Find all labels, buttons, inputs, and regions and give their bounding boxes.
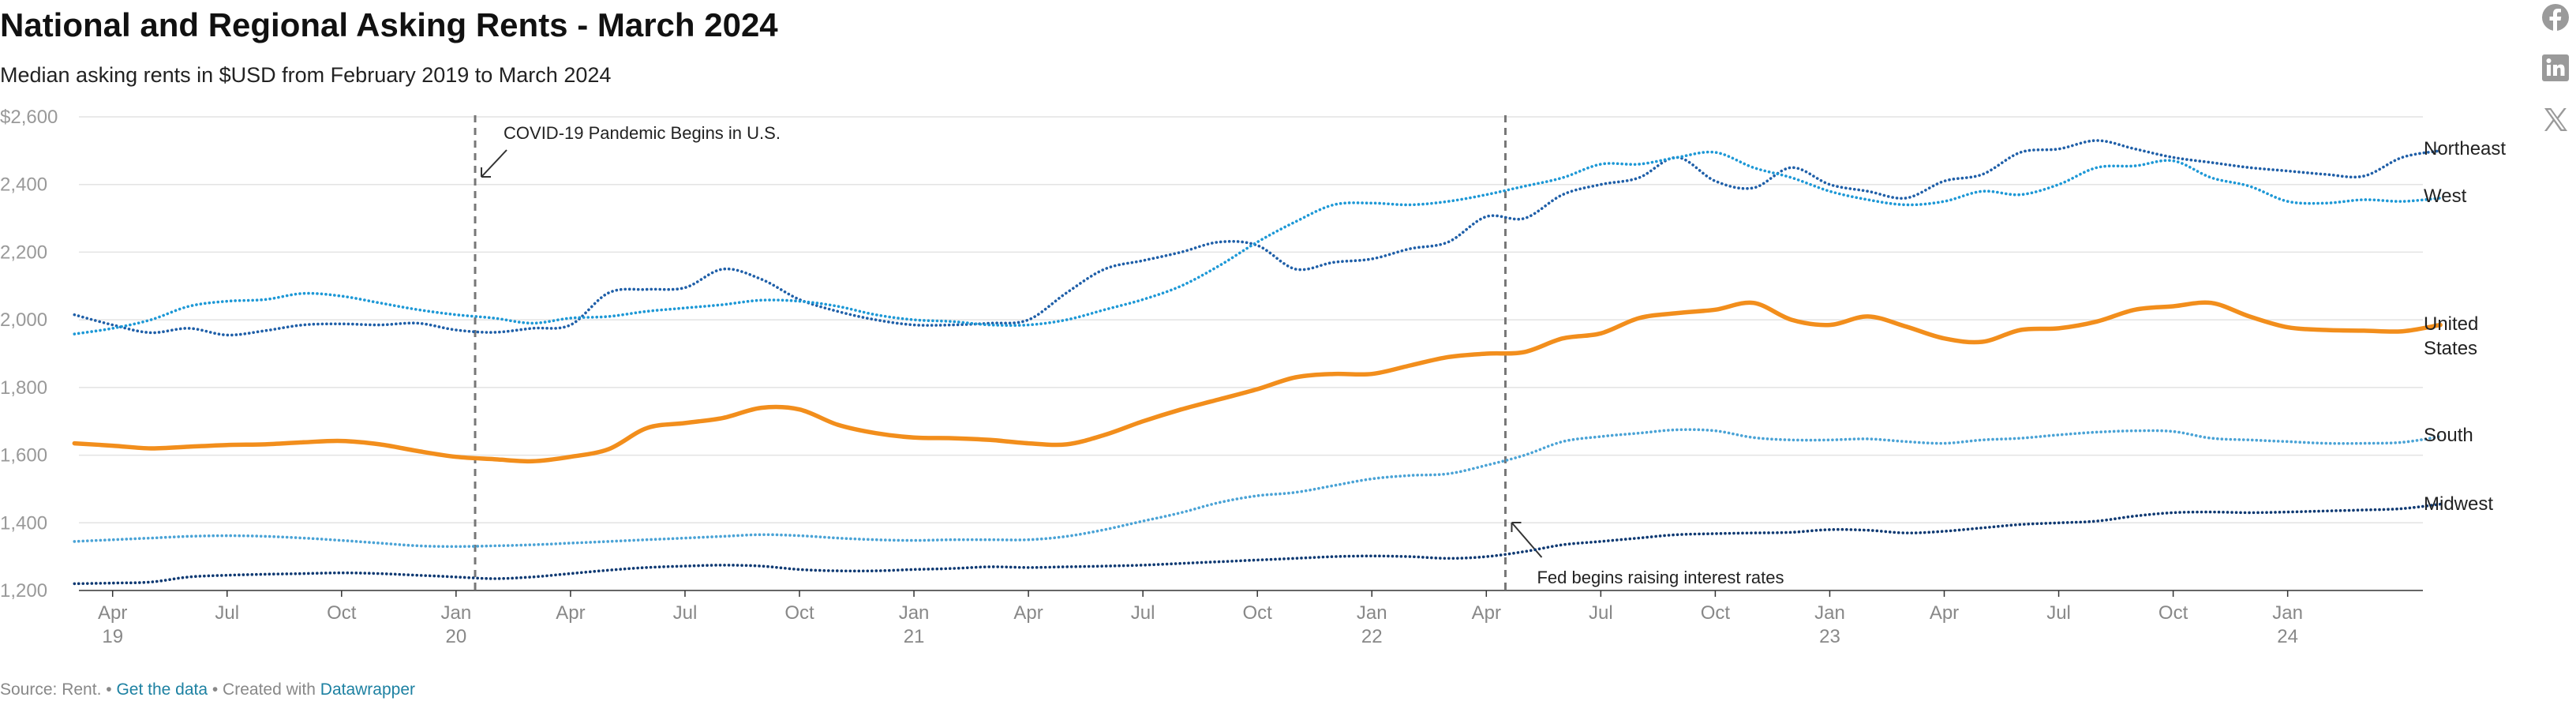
x-tick-year: 24 [2277, 626, 2298, 647]
x-tick-label: Jul [2046, 602, 2071, 624]
datawrapper-link[interactable]: Datawrapper [320, 680, 416, 699]
x-tick-label: Jul [673, 602, 698, 624]
y-tick-label: $2,600 [0, 107, 58, 128]
y-tick-label: 2,400 [0, 174, 47, 196]
x-tick-label: Oct [784, 602, 814, 624]
x-tick-label: Oct [327, 602, 357, 624]
page-subtitle: Median asking rents in $USD from Februar… [0, 63, 612, 87]
series-label-west: West [2424, 186, 2467, 207]
x-tick-label: Jul [215, 602, 239, 624]
y-tick-label: 1,400 [0, 512, 47, 534]
footer-created-with: • Created with [208, 680, 320, 699]
get-the-data-link[interactable]: Get the data [116, 680, 208, 699]
x-tick-label: Jul [1589, 602, 1613, 624]
x-tick-label: Jan [899, 602, 930, 624]
x-tick-label: Apr [556, 602, 585, 624]
annotation-covid: COVID-19 Pandemic Begins in U.S. [504, 123, 781, 143]
x-tick-label: Apr [1472, 602, 1501, 624]
annotation-arrow [1511, 522, 1543, 558]
series-label-midwest: Midwest [2424, 493, 2493, 515]
annotations: COVID-19 Pandemic Begins in U.S. Fed begi… [474, 115, 1784, 590]
series-line-united-states [72, 300, 2443, 464]
annotation-arrowhead [481, 167, 492, 178]
page-title: National and Regional Asking Rents - Mar… [0, 6, 778, 43]
annotation-arrowhead [1511, 522, 1522, 532]
x-share-button[interactable] [2540, 104, 2571, 136]
x-tick-label: Apr [1930, 602, 1959, 624]
y-tick-label: 1,200 [0, 580, 47, 602]
x-tick-label: Apr [98, 602, 127, 624]
series-line-south [73, 428, 2442, 549]
linkedin-icon [2542, 54, 2569, 81]
series-label-south: South [2424, 425, 2473, 446]
footer: Source: Rent. • Get the data • Created w… [0, 680, 415, 699]
annotation-fed: Fed begins raising interest rates [1537, 568, 1784, 587]
y-tick-label: 1,800 [0, 377, 47, 399]
x-tick-label: Jul [1131, 602, 1155, 624]
x-tick-label: Oct [2159, 602, 2188, 624]
x-tick-year: 20 [445, 626, 466, 647]
series-labels: Northeast West United States South Midwest [2424, 138, 2506, 515]
facebook-icon [2542, 4, 2569, 31]
x-tick-label: Jan [2272, 602, 2303, 624]
facebook-share-button[interactable] [2540, 2, 2571, 33]
x-tick-label: Oct [1243, 602, 1273, 624]
x-tick-label: Jan [1357, 602, 1387, 624]
x-tick-year: 21 [904, 626, 925, 647]
y-tick-label: 2,200 [0, 242, 47, 263]
y-tick-label: 1,600 [0, 445, 47, 467]
x-tick-label: Jan [440, 602, 471, 624]
series-label-northeast: Northeast [2424, 138, 2506, 159]
x-tick-label: Oct [1701, 602, 1731, 624]
series-line-west [73, 150, 2442, 336]
x-tick-year: 23 [1819, 626, 1840, 647]
x-tick-label: Jan [1814, 602, 1845, 624]
y-tick-label: 2,000 [0, 309, 47, 331]
series-lines [72, 139, 2443, 586]
footer-source: Source: Rent. [0, 680, 102, 699]
x-tick-label: Apr [1013, 602, 1043, 624]
x-icon [2544, 108, 2567, 131]
x-tick-year: 19 [102, 626, 123, 647]
series-line-northeast [73, 139, 2442, 337]
annotation-arrow [481, 149, 507, 178]
series-line-midwest [73, 502, 2442, 586]
gridlines [79, 116, 2423, 591]
series-label-united-states: United [2424, 313, 2478, 335]
series-label-united-states: States [2424, 338, 2477, 359]
y-axis-ticks: 1,200 1,400 1,600 1,800 2,000 2,200 2,400 $2,60… [0, 107, 58, 602]
linkedin-share-button[interactable] [2540, 52, 2571, 84]
x-tick-year: 22 [1361, 626, 1383, 647]
footer-separator: • [101, 680, 117, 699]
